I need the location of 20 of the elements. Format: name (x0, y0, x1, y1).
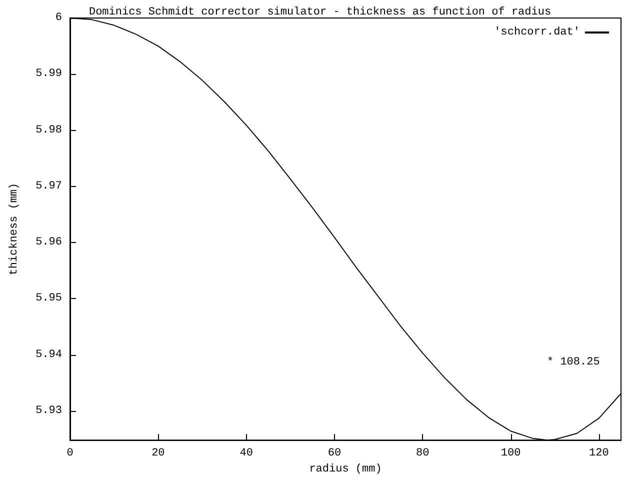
x-tick-label: 120 (589, 448, 609, 460)
y-tick-label: 5.99 (36, 68, 62, 80)
x-tick-label: 40 (240, 448, 253, 460)
x-tick-label: 60 (328, 448, 342, 460)
annotation: * 108.25 (547, 356, 600, 368)
y-tick-label: 6 (55, 12, 62, 24)
x-tick-label: 100 (500, 448, 521, 460)
legend-label: 'schcorr.dat' (494, 26, 580, 38)
y-tick-label: 5.98 (36, 124, 62, 136)
y-tick-label: 5.93 (36, 404, 62, 417)
y-tick-label: 5.95 (36, 292, 62, 305)
y-tick-label: 5.94 (36, 348, 62, 361)
chart-title: Dominics Schmidt corrector simulator - thickness as function of radius (88, 6, 552, 18)
x-tick-label: 0 (66, 448, 74, 460)
x-axis-title: radius (mm) (309, 464, 382, 476)
y-tick-label: 5.97 (36, 180, 62, 192)
x-tick-label: 20 (152, 448, 165, 460)
y-tick-label: 5.96 (36, 236, 62, 249)
x-tick-label: 80 (416, 448, 430, 460)
y-axis-title: thickness (mm) (8, 182, 20, 276)
